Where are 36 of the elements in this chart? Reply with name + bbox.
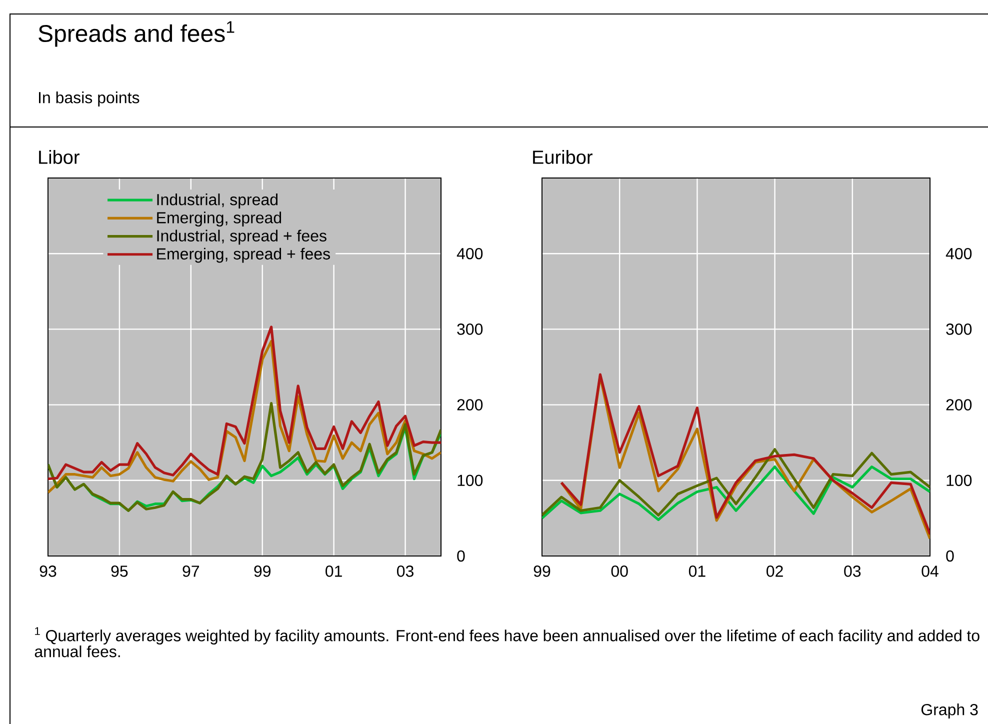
y-tick-label: 400 [946,248,972,260]
y-tick-label: 400 [456,248,483,260]
y-tick-label: 100 [458,474,483,486]
line-series [542,448,930,516]
x-tick-label: 03 [397,566,414,577]
y-tick-label: 300 [457,324,483,335]
y-tick-label: 0 [946,550,954,562]
x-tick-label: 01 [688,566,706,577]
x-tick-label: 01 [326,566,342,577]
caption: Graph 3 [921,704,978,718]
x-tick-label: 97 [182,566,199,577]
legend-label: Emerging, spread [157,212,282,227]
text: In basis points [39,92,140,106]
line-series [542,465,930,522]
legend-label: Emerging, spread + fees [157,248,330,263]
line-series [48,340,442,494]
legend-label: Industrial, spread [157,194,278,208]
chart-title: Euribor [533,150,592,164]
line-series [48,402,442,512]
x-tick-label: 04 [922,566,938,577]
x-tick-label: 02 [766,566,783,577]
x-tick-label: 03 [844,566,861,577]
x-tick-label: 95 [111,566,128,577]
x-tick-label: 93 [40,566,56,577]
y-tick-label: 200 [457,399,483,410]
legend-label: Industrial, spread + fees [157,230,326,245]
x-tick-label: 99 [254,566,271,577]
text: Spreads and fees$^{1}$ [38,21,234,47]
x-tick-label: 99 [534,566,550,577]
text: $^{1}$ Quarterly averages weighted by facility amounts. Front-end fees have been annualised over the lifetime of each facility and added to annual fees. [34,627,980,658]
x-tick-label: 00 [611,566,628,577]
y-tick-label: 200 [946,399,972,410]
y-tick-label: 300 [946,324,972,335]
y-tick-label: 0 [457,550,465,562]
y-tick-label: 100 [946,474,972,486]
chart-title: Libor [39,150,80,164]
